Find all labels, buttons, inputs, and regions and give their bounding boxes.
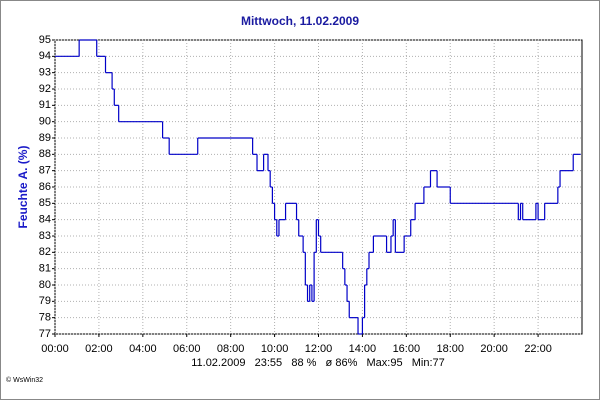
x-tick-label: 18:00 [436, 343, 464, 355]
y-tick-label: 79 [39, 295, 51, 307]
credit: © WsWin32 [6, 376, 43, 384]
x-tick-label: 04:00 [129, 343, 157, 355]
x-tick-label: 10:00 [261, 343, 289, 355]
y-tick-label: 78 [39, 312, 51, 324]
y-tick-label: 83 [39, 230, 51, 242]
x-tick-label: 00:00 [41, 343, 69, 355]
y-tick-label: 89 [39, 132, 51, 144]
y-tick-label: 88 [39, 148, 51, 160]
x-tick-label: 08:00 [217, 343, 245, 355]
x-tick-label: 14:00 [349, 343, 377, 355]
x-tick-label: 20:00 [480, 343, 508, 355]
y-tick-label: 92 [39, 83, 51, 95]
x-tick-label: 22:00 [524, 343, 552, 355]
x-tick-label: 06:00 [173, 343, 201, 355]
y-axis-label: Feuchte A. (%) [16, 146, 30, 229]
y-tick-label: 90 [39, 116, 51, 128]
x-tick-label: 16:00 [393, 343, 421, 355]
y-tick-label: 94 [39, 50, 51, 62]
y-tick-label: 91 [39, 99, 51, 111]
status-line: 11.02.2009 23:55 88 % ø 86% Max:95 Min:7… [191, 357, 445, 369]
x-tick-label: 12:00 [305, 343, 333, 355]
x-tick-label: 02:00 [85, 343, 113, 355]
y-tick-label: 80 [39, 279, 51, 291]
chart-title: Mittwoch, 11.02.2009 [241, 14, 359, 28]
y-tick-label: 87 [39, 165, 51, 177]
y-tick-label: 81 [39, 263, 51, 275]
y-tick-label: 82 [39, 246, 51, 258]
y-tick-label: 77 [39, 328, 51, 340]
y-tick-label: 84 [39, 214, 51, 226]
y-tick-label: 93 [39, 67, 51, 79]
y-tick-label: 85 [39, 197, 51, 209]
y-tick-label: 95 [39, 34, 51, 46]
y-tick-label: 86 [39, 181, 51, 193]
